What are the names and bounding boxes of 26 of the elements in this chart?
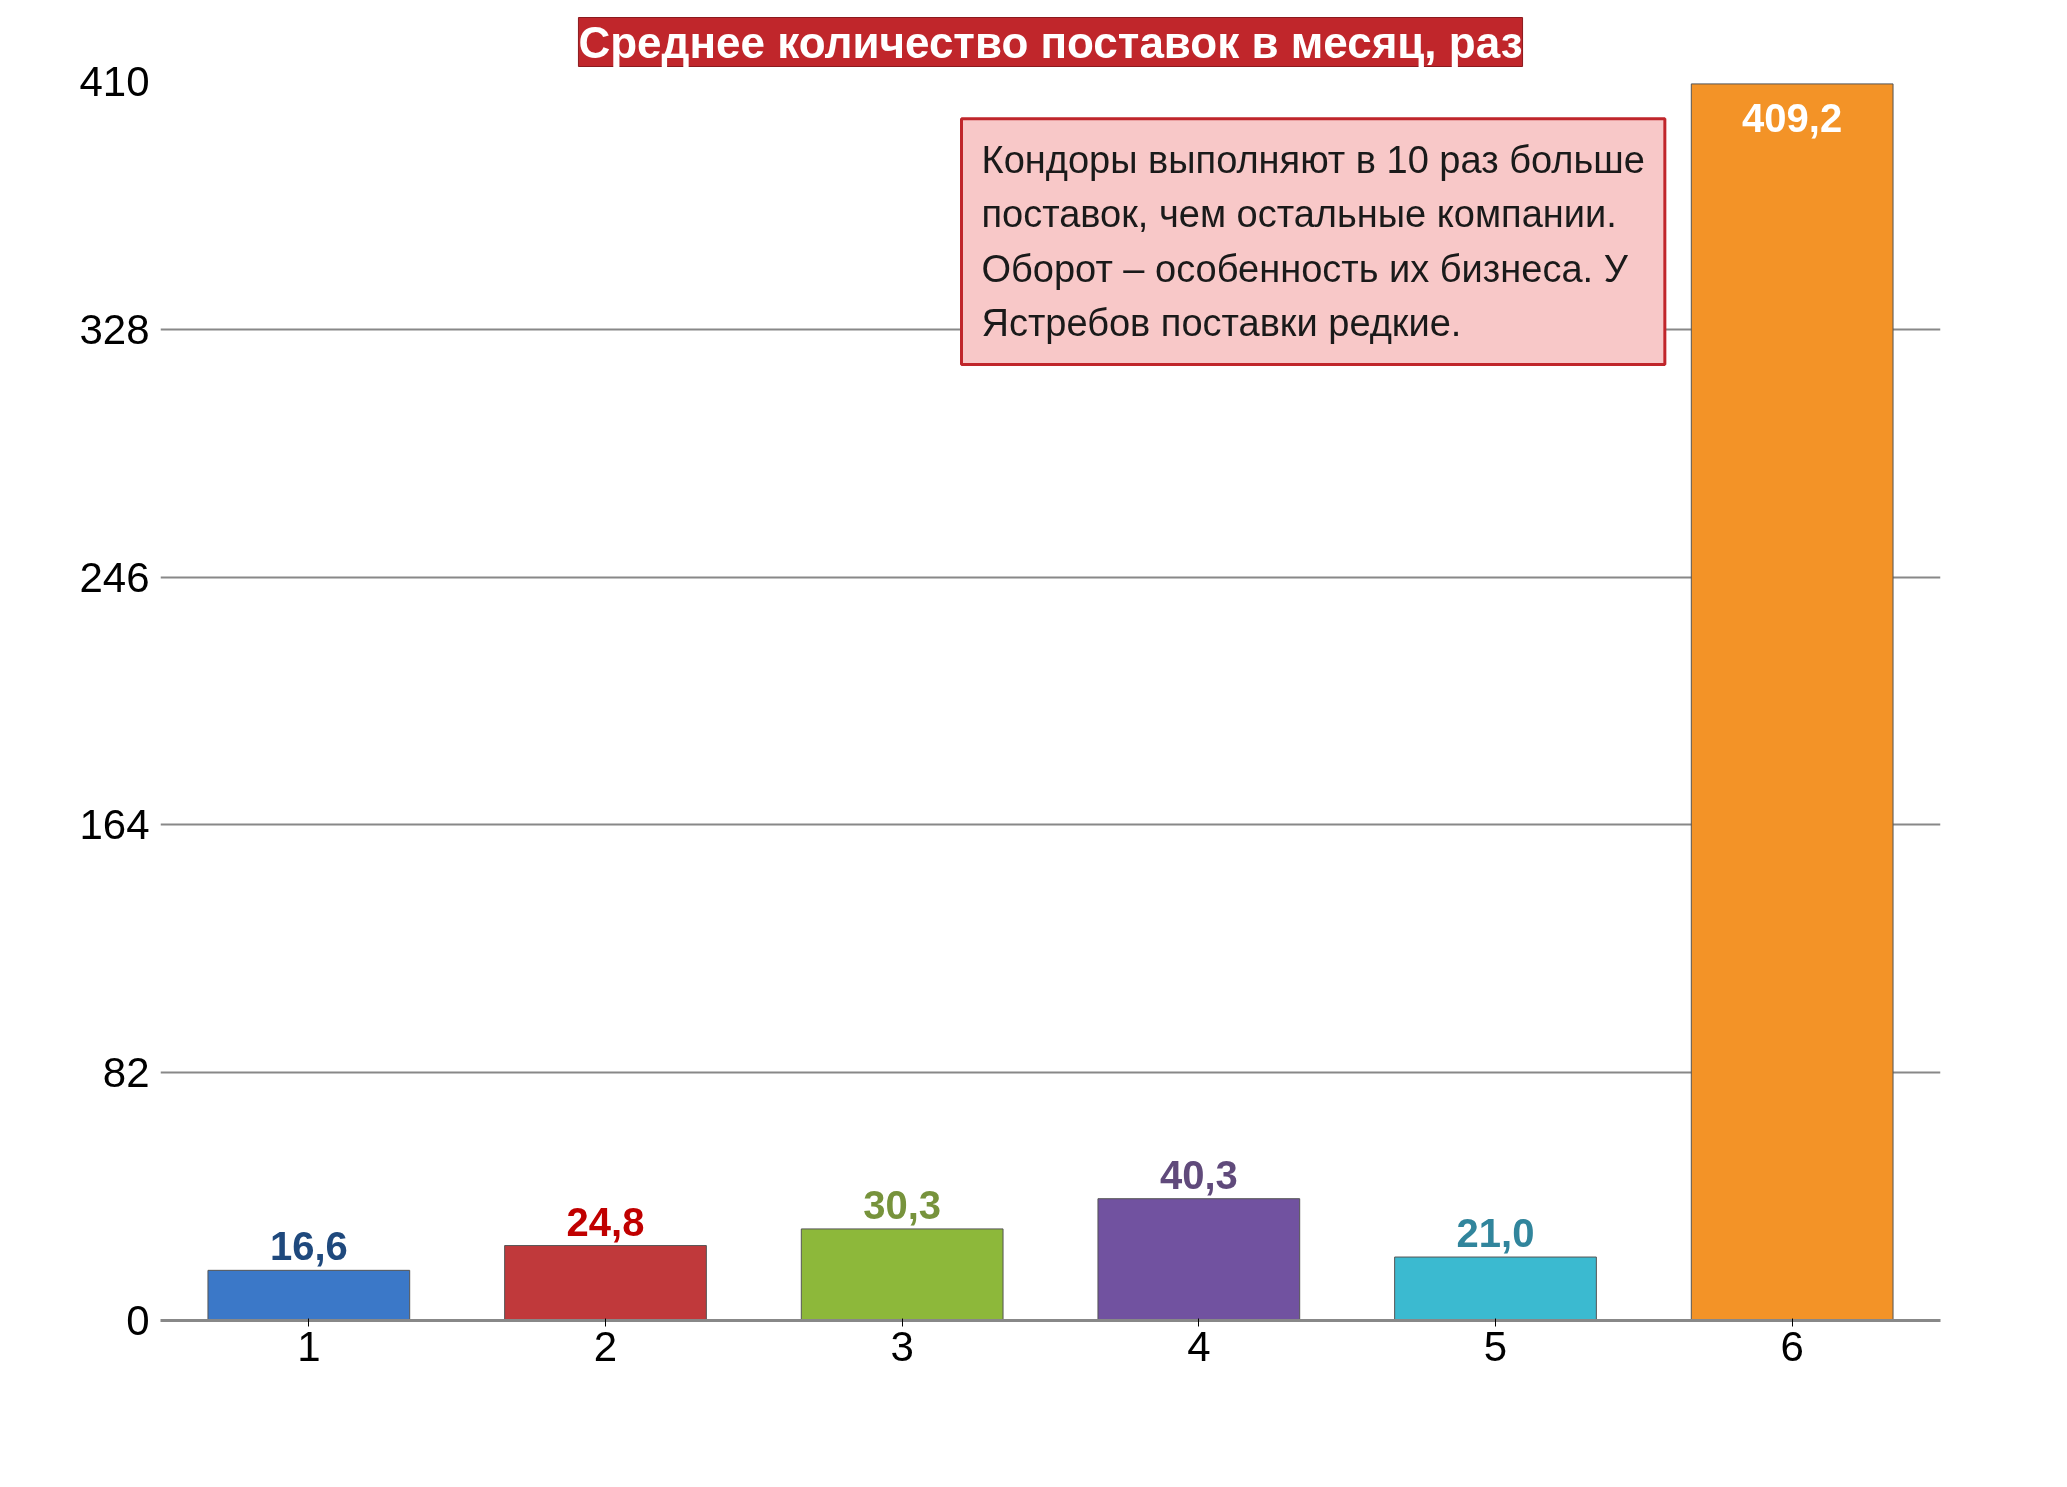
y-tick-label: 410 xyxy=(79,58,150,105)
bar xyxy=(207,1269,411,1321)
bar xyxy=(1097,1198,1301,1321)
x-tick-label: 4 xyxy=(1187,1322,1211,1370)
bar xyxy=(1394,1256,1597,1321)
x-tick-label: 2 xyxy=(593,1322,618,1370)
chart-title: Среднее количество поставок в месяц, раз xyxy=(578,17,1523,67)
data-label: 409,2 xyxy=(1742,95,1843,140)
data-label: 16,6 xyxy=(269,1224,348,1269)
data-label: 21,0 xyxy=(1456,1211,1535,1256)
data-label: 40,3 xyxy=(1159,1152,1238,1197)
data-label: 24,8 xyxy=(566,1199,645,1244)
x-tick-label: 6 xyxy=(1780,1322,1804,1370)
y-tick-label: 82 xyxy=(102,1049,150,1097)
x-tick-label: 1 xyxy=(297,1322,321,1370)
x-tick-label: 5 xyxy=(1483,1322,1508,1370)
bar xyxy=(800,1228,1004,1321)
y-tick-label: 328 xyxy=(79,305,150,353)
bar xyxy=(504,1245,707,1321)
y-tick-label: 0 xyxy=(126,1297,150,1344)
y-tick-label: 246 xyxy=(79,553,150,601)
data-label: 30,3 xyxy=(863,1182,942,1227)
x-tick-label: 3 xyxy=(890,1322,914,1370)
bar xyxy=(1690,83,1894,1321)
annotation: Кондоры выполняют в 10 раз больше поставок, чем остальные компании. Оборот – особенность их бизнеса. У Ястребов поставки редкие. xyxy=(981,138,1645,345)
y-tick-label: 164 xyxy=(79,801,150,849)
